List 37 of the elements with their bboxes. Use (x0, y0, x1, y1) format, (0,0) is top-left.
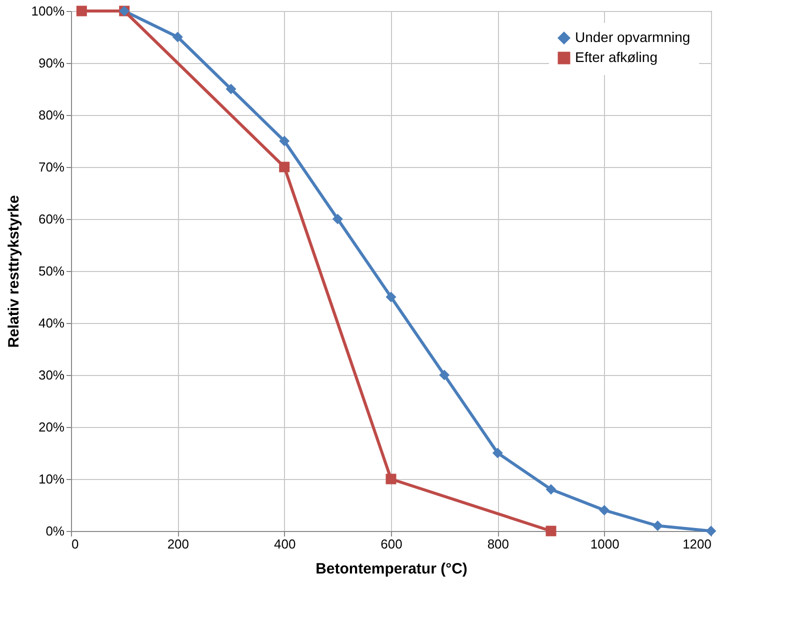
y-tick-label: 30% (38, 368, 65, 382)
point (279, 136, 290, 146)
point (172, 32, 183, 42)
x-tick-label: 0 (72, 536, 79, 552)
y-tick-label: 90% (38, 56, 65, 70)
point (226, 84, 236, 94)
y-tick-label: 60% (38, 212, 65, 226)
point (492, 448, 503, 458)
x-tick-label: 200 (167, 536, 190, 552)
point (652, 520, 663, 532)
point (706, 526, 716, 536)
point (332, 214, 343, 224)
legend-label: Under opvarmning (575, 29, 690, 45)
point (599, 504, 610, 516)
x-tick-label: 1200 (682, 536, 712, 552)
point (279, 162, 290, 172)
x-tick-label: 600 (380, 536, 402, 552)
x-tick-label: 800 (487, 536, 510, 552)
y-tick-label: 10% (38, 472, 65, 486)
y-tick-label: 50% (38, 264, 65, 278)
point (546, 484, 556, 495)
point (546, 526, 556, 536)
x-tick-label: 400 (274, 536, 296, 552)
legend-label: Efter afkøling (575, 49, 658, 65)
y-tick-label: 100% (31, 4, 65, 18)
point (76, 6, 87, 16)
y-tick-label: 80% (38, 108, 65, 122)
y-tick-label: 0% (46, 524, 65, 538)
y-tick-label: 20% (38, 420, 65, 434)
y-tick-label: 40% (38, 316, 65, 330)
x-axis-title: Betontemperatur (°C) (316, 560, 468, 578)
point (386, 292, 396, 302)
y-tick-label: 70% (38, 160, 65, 174)
point (439, 370, 450, 380)
point (386, 474, 396, 484)
x-tick-label: 1000 (590, 536, 620, 552)
y-axis-title: Relativ resttrykstyrke (5, 195, 22, 348)
